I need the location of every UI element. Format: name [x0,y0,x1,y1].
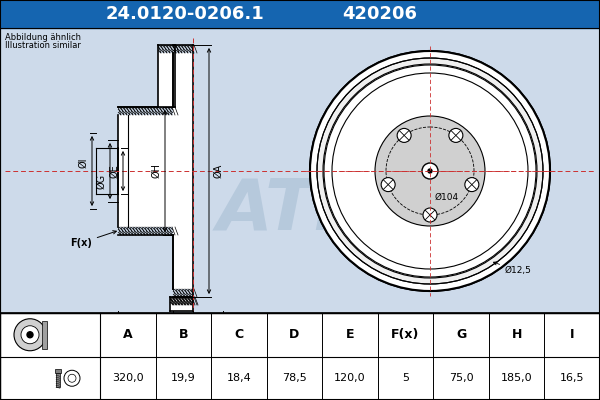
Circle shape [317,58,543,284]
Text: Abbildung ähnlich: Abbildung ähnlich [5,33,81,42]
Bar [170,297,193,311]
Circle shape [367,108,493,234]
Text: C: C [235,328,244,341]
Text: 18,4: 18,4 [227,373,251,383]
Circle shape [21,326,39,344]
Circle shape [422,163,438,179]
Text: ØI: ØI [78,158,88,168]
Circle shape [368,109,492,233]
Text: F(x): F(x) [391,328,420,341]
Bar [118,115,173,227]
Circle shape [376,117,484,225]
Circle shape [381,178,395,192]
Circle shape [64,370,80,386]
Bar [0,0,600,28]
Text: 16,5: 16,5 [560,373,584,383]
Bar [42,321,47,349]
Circle shape [324,65,536,277]
Text: D: D [142,337,149,347]
Circle shape [310,51,550,291]
Circle shape [375,116,485,226]
Bar [96,148,118,194]
Text: Ø104: Ø104 [435,193,459,202]
Text: B: B [179,324,187,334]
Text: 78,5: 78,5 [282,373,307,383]
Text: Illustration similar: Illustration similar [5,41,81,50]
Circle shape [428,169,432,173]
Text: 5: 5 [402,373,409,383]
Text: ØE: ØE [109,164,119,178]
Text: H: H [511,328,522,341]
Text: A: A [123,328,133,341]
Circle shape [323,64,537,278]
Text: C (MTH): C (MTH) [198,324,237,334]
Text: E: E [346,328,354,341]
Text: F(x): F(x) [70,231,116,248]
Text: Ø12,5: Ø12,5 [493,262,532,276]
Bar [0,28,600,313]
Bar [56,373,60,387]
Circle shape [332,73,528,269]
Circle shape [449,128,463,142]
Circle shape [340,81,520,261]
Circle shape [27,332,33,338]
Text: ØA: ØA [213,164,223,178]
Circle shape [397,128,411,142]
Circle shape [310,51,550,291]
Circle shape [317,58,543,284]
Text: 24.0120-0206.1: 24.0120-0206.1 [106,5,265,23]
Text: ØG: ØG [96,174,106,188]
Circle shape [335,76,525,266]
Text: ØH: ØH [151,164,161,178]
Text: 185,0: 185,0 [501,373,532,383]
Text: G: G [456,328,466,341]
Circle shape [465,178,479,192]
Bar [173,53,193,289]
Circle shape [324,65,536,277]
Circle shape [317,58,543,284]
Text: 320,0: 320,0 [112,373,143,383]
Text: B: B [179,328,188,341]
Circle shape [14,319,46,351]
Bar [158,53,175,107]
Text: ATE: ATE [216,176,364,244]
Circle shape [332,73,528,269]
Text: 19,9: 19,9 [171,373,196,383]
Bar [55,369,61,373]
Circle shape [378,119,482,223]
Circle shape [423,208,437,222]
Text: 75,0: 75,0 [449,373,473,383]
Circle shape [68,374,76,382]
Text: 420206: 420206 [343,5,418,23]
Bar [0,28,600,313]
Circle shape [329,70,531,272]
Text: 120,0: 120,0 [334,373,366,383]
Bar [0,313,600,400]
Text: D: D [289,328,299,341]
Text: I: I [570,328,574,341]
